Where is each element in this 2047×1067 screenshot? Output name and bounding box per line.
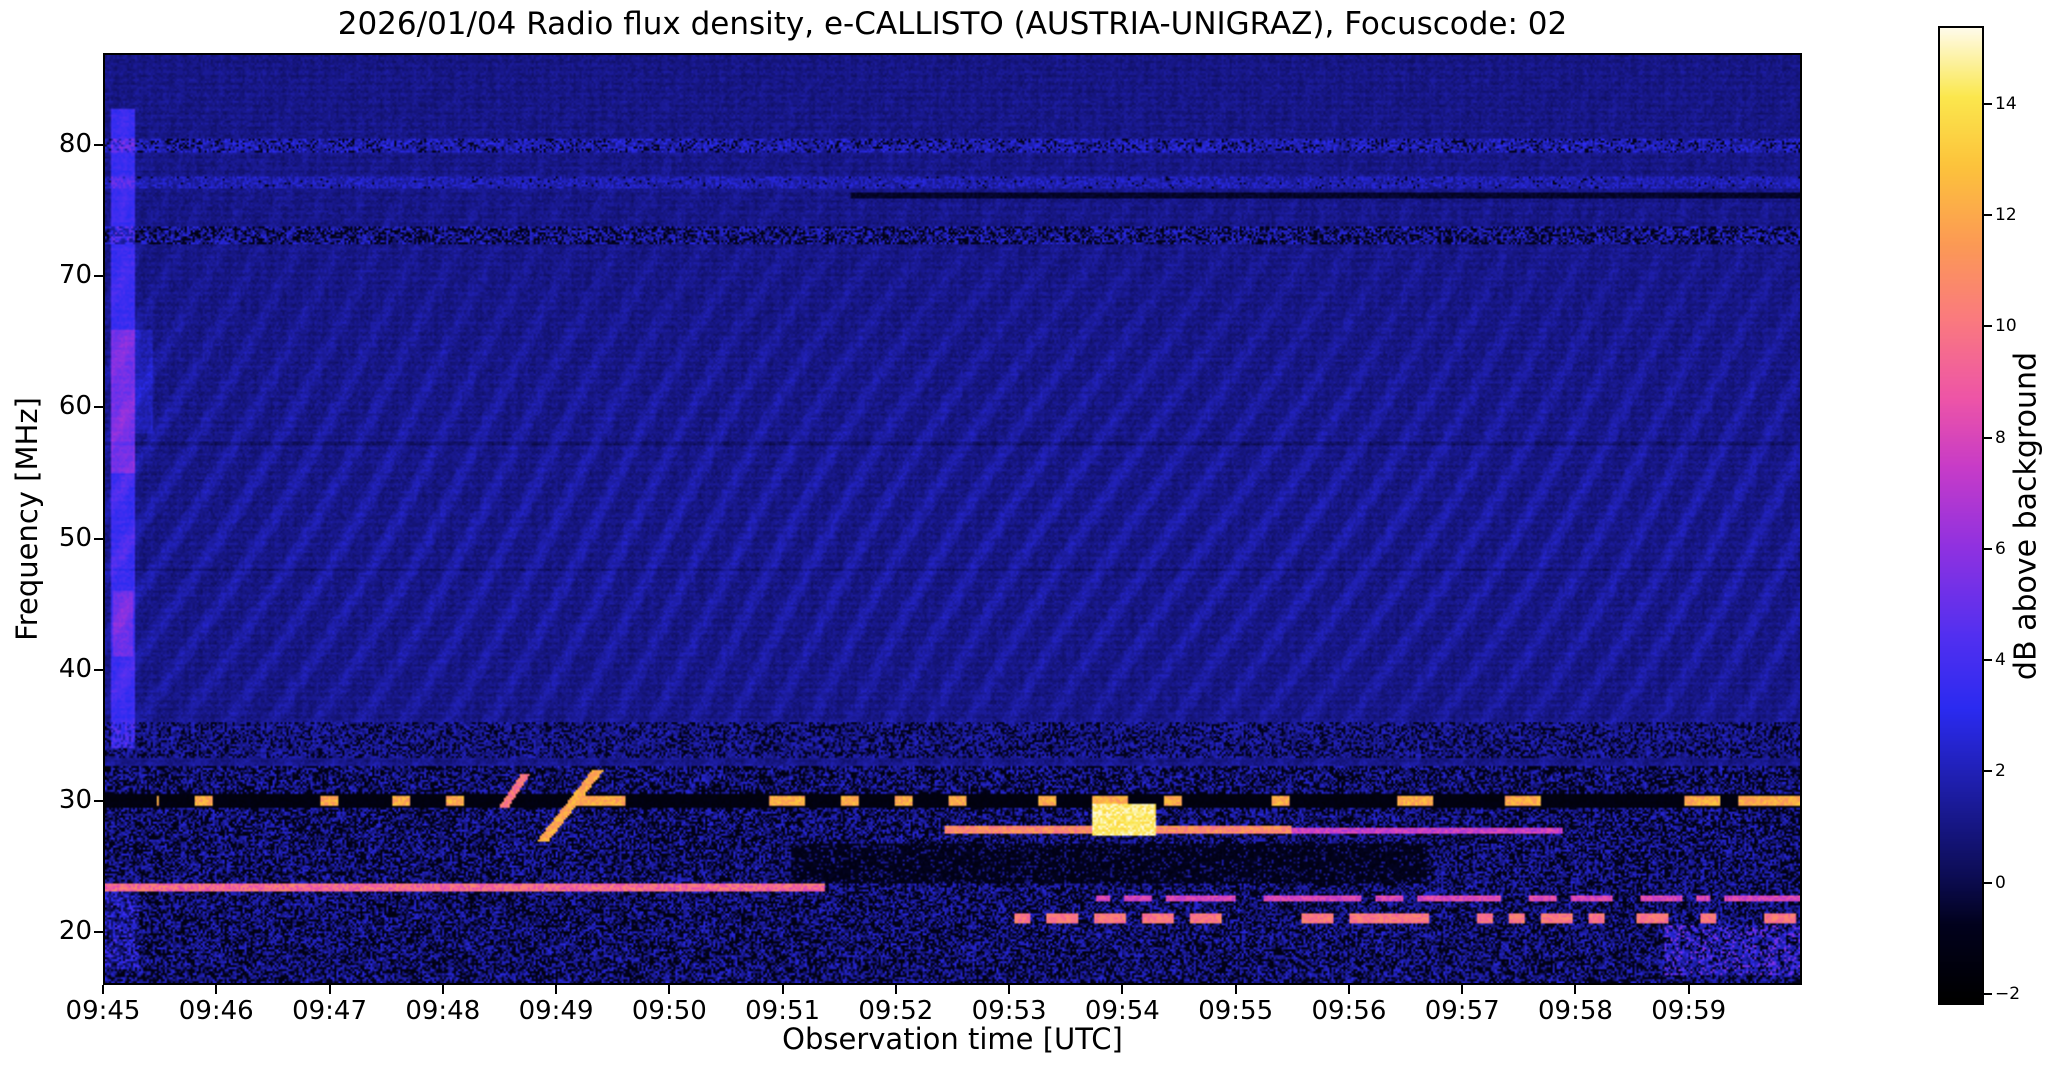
y-tick-label: 30: [58, 785, 92, 816]
colorbar-tick-label: 8: [1995, 427, 2006, 448]
colorbar-tick-label: 12: [1995, 205, 2017, 226]
spectrogram-image: [105, 55, 1800, 983]
y-tick-label: 40: [58, 653, 92, 684]
x-tick-label: 09:58: [1537, 996, 1613, 1026]
x-tick-mark: [668, 985, 671, 994]
y-tick-label: 70: [58, 260, 92, 291]
x-tick-label: 09:46: [178, 996, 254, 1026]
x-tick-label: 09:51: [745, 996, 821, 1026]
x-tick-mark: [215, 985, 218, 994]
x-tick-mark: [1461, 985, 1464, 994]
colorbar-label: dB above background: [2008, 351, 2044, 681]
x-tick-mark: [1121, 985, 1124, 994]
y-axis-label: Frequency [MHz]: [10, 397, 44, 641]
x-tick-mark: [781, 985, 784, 994]
colorbar-tick-mark: [1984, 436, 1992, 439]
colorbar-tick-mark: [1984, 325, 1992, 328]
x-tick-mark: [1574, 985, 1577, 994]
colorbar-tick-label: −2: [1995, 983, 2021, 1004]
y-tick-mark: [94, 275, 103, 278]
x-tick-label: 09:45: [65, 996, 141, 1026]
colorbar-tick-label: 4: [1995, 650, 2006, 671]
colorbar-tick-label: 2: [1995, 761, 2006, 782]
x-tick-mark: [1687, 985, 1690, 994]
colorbar-tick-mark: [1984, 547, 1992, 550]
y-tick-mark: [94, 931, 103, 934]
colorbar-tick-label: 0: [1995, 872, 2006, 893]
x-tick-label: 09:59: [1651, 996, 1727, 1026]
y-tick-mark: [94, 537, 103, 540]
x-tick-label: 09:48: [405, 996, 481, 1026]
x-axis-label: Observation time [UTC]: [782, 1022, 1123, 1056]
y-tick-mark: [94, 668, 103, 671]
colorbar-tick-mark: [1984, 992, 1992, 995]
y-tick-mark: [94, 800, 103, 803]
x-tick-label: 09:56: [1311, 996, 1387, 1026]
x-tick-label: 09:53: [971, 996, 1047, 1026]
colorbar-gradient: [1940, 28, 1982, 1003]
colorbar-tick-mark: [1984, 659, 1992, 662]
x-tick-mark: [102, 985, 104, 994]
x-tick-label: 09:50: [631, 996, 707, 1026]
x-tick-mark: [894, 985, 897, 994]
colorbar-tick-mark: [1984, 881, 1992, 884]
x-tick-label: 09:52: [858, 996, 934, 1026]
colorbar-tick-label: 10: [1995, 316, 2017, 337]
spectrogram-plot-area: [103, 53, 1802, 985]
y-tick-label: 50: [58, 522, 92, 553]
y-tick-label: 20: [58, 916, 92, 947]
chart-title: 2026/01/04 Radio flux density, e-CALLIST…: [337, 6, 1568, 42]
x-tick-label: 09:55: [1198, 996, 1274, 1026]
colorbar-tick-mark: [1984, 102, 1992, 105]
y-tick-label: 80: [58, 128, 92, 159]
x-tick-label: 09:54: [1084, 996, 1160, 1026]
x-tick-label: 09:49: [518, 996, 594, 1026]
colorbar: [1938, 26, 1984, 1005]
x-tick-mark: [1234, 985, 1237, 994]
x-tick-mark: [441, 985, 444, 994]
y-tick-mark: [94, 406, 103, 409]
x-tick-label: 09:47: [292, 996, 367, 1026]
colorbar-tick-mark: [1984, 770, 1992, 773]
colorbar-tick-label: 6: [1995, 538, 2006, 559]
x-tick-mark: [1008, 985, 1011, 994]
x-tick-mark: [1347, 985, 1350, 994]
x-tick-mark: [555, 985, 558, 994]
y-tick-label: 60: [58, 391, 92, 422]
colorbar-tick-label: 14: [1995, 93, 2017, 114]
colorbar-tick-mark: [1984, 214, 1992, 217]
x-tick-mark: [328, 985, 331, 994]
y-tick-mark: [94, 143, 103, 146]
x-tick-label: 09:57: [1424, 996, 1500, 1026]
